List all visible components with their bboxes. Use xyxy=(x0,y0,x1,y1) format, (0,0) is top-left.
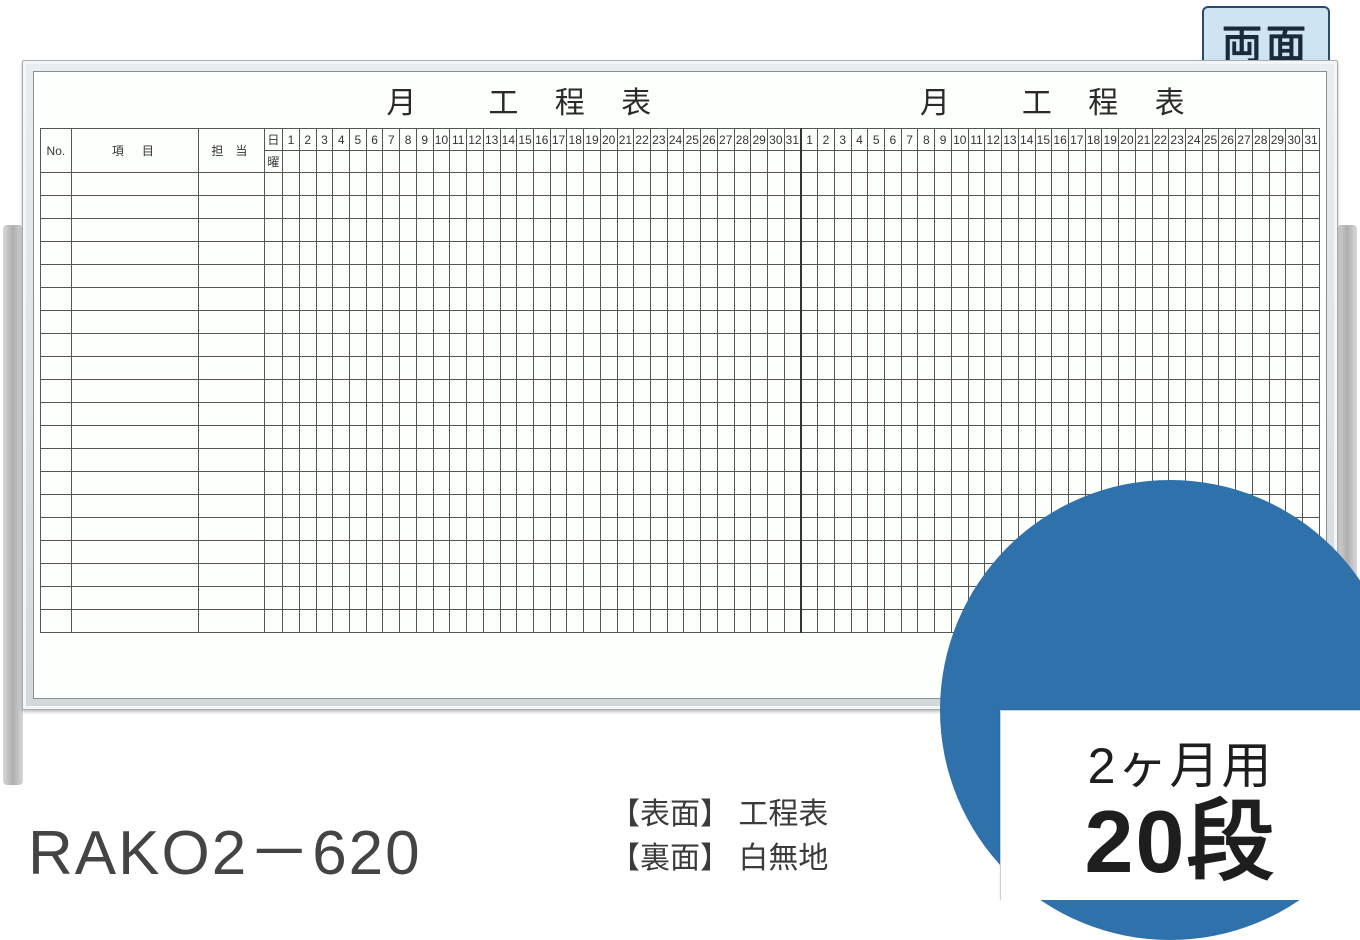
stand-leg-left xyxy=(3,225,23,785)
surface-front-label: 【表面】 xyxy=(610,798,730,831)
day-header: 8 xyxy=(918,129,935,151)
day-header: 1 xyxy=(283,129,300,151)
day-header: 22 xyxy=(1152,129,1169,151)
day-header: 6 xyxy=(366,129,383,151)
day-header: 23 xyxy=(650,129,667,151)
day-header: 19 xyxy=(584,129,601,151)
day-header: 13 xyxy=(1002,129,1019,151)
table-row xyxy=(41,242,1320,265)
day-header: 2 xyxy=(818,129,835,151)
surface-info: 【表面】 工程表 【裏面】 白無地 xyxy=(610,793,828,880)
schedule-label-1: 工 程 表 xyxy=(488,78,665,122)
day-header: 3 xyxy=(316,129,333,151)
surface-front-line: 【表面】 工程表 xyxy=(610,793,828,837)
table-row xyxy=(41,426,1320,449)
table-row xyxy=(41,449,1320,472)
day-header: 22 xyxy=(634,129,651,151)
day-header: 18 xyxy=(567,129,584,151)
month-label-1: 月 xyxy=(386,78,418,122)
day-header: 10 xyxy=(433,129,450,151)
corner-line-1: 2ヶ月用 xyxy=(1088,726,1274,798)
day-header: 3 xyxy=(834,129,851,151)
day-header: 21 xyxy=(617,129,634,151)
schedule-label-2: 工 程 表 xyxy=(1022,78,1199,122)
day-header: 23 xyxy=(1169,129,1186,151)
day-header: 11 xyxy=(450,129,467,151)
day-header: 28 xyxy=(1252,129,1269,151)
board-title-month-1: 月 工 程 表 xyxy=(259,72,793,128)
day-header: 25 xyxy=(684,129,701,151)
day-header: 26 xyxy=(701,129,718,151)
table-row xyxy=(41,357,1320,380)
day-header: 7 xyxy=(901,129,918,151)
table-row xyxy=(41,173,1320,196)
day-header: 15 xyxy=(1035,129,1052,151)
day-header: 31 xyxy=(1303,129,1320,151)
month-label-2: 月 xyxy=(920,78,952,122)
day-header: 27 xyxy=(1236,129,1253,151)
day-header: 29 xyxy=(1269,129,1286,151)
day-header: 25 xyxy=(1202,129,1219,151)
day-header: 16 xyxy=(533,129,550,151)
day-header: 30 xyxy=(768,129,785,151)
day-header: 24 xyxy=(1185,129,1202,151)
day-header: 29 xyxy=(751,129,768,151)
table-row xyxy=(41,196,1320,219)
surface-back-line: 【裏面】 白無地 xyxy=(610,837,828,881)
day-header: 4 xyxy=(333,129,350,151)
board-title-row: 月 工 程 表 月 工 程 表 xyxy=(259,72,1326,128)
corner-panel: 2ヶ月用 20段 xyxy=(1000,710,1360,900)
day-header: 6 xyxy=(885,129,902,151)
day-header: 10 xyxy=(951,129,968,151)
day-header: 20 xyxy=(1119,129,1136,151)
day-header: 17 xyxy=(1068,129,1085,151)
day-header: 30 xyxy=(1286,129,1303,151)
day-header: 27 xyxy=(717,129,734,151)
day-header: 12 xyxy=(985,129,1002,151)
surface-back-label: 【裏面】 xyxy=(610,842,730,875)
day-header: 11 xyxy=(968,129,985,151)
day-header: 31 xyxy=(784,129,801,151)
day-header: 26 xyxy=(1219,129,1236,151)
surface-back-value: 白無地 xyxy=(738,842,828,875)
table-row xyxy=(41,311,1320,334)
day-header: 18 xyxy=(1085,129,1102,151)
surface-front-value: 工程表 xyxy=(738,798,828,831)
day-header: 17 xyxy=(550,129,567,151)
day-header: 19 xyxy=(1102,129,1119,151)
product-code: RAKO2－620 xyxy=(28,802,422,892)
day-header: 2 xyxy=(299,129,316,151)
day-header: 7 xyxy=(383,129,400,151)
table-row xyxy=(41,334,1320,357)
day-header: 5 xyxy=(868,129,885,151)
table-row xyxy=(41,380,1320,403)
table-row xyxy=(41,403,1320,426)
day-header: 21 xyxy=(1135,129,1152,151)
board-title-month-2: 月 工 程 表 xyxy=(793,72,1327,128)
day-header: 9 xyxy=(935,129,952,151)
day-header: 13 xyxy=(483,129,500,151)
table-row xyxy=(41,288,1320,311)
table-row xyxy=(41,265,1320,288)
day-header: 15 xyxy=(517,129,534,151)
day-header: 9 xyxy=(416,129,433,151)
day-header: 5 xyxy=(350,129,367,151)
day-header: 16 xyxy=(1052,129,1069,151)
day-header: 8 xyxy=(400,129,417,151)
table-row xyxy=(41,219,1320,242)
corner-line-2: 20段 xyxy=(1085,798,1277,886)
day-header: 4 xyxy=(851,129,868,151)
day-header: 28 xyxy=(734,129,751,151)
day-header: 20 xyxy=(600,129,617,151)
day-header: 24 xyxy=(667,129,684,151)
day-header: 1 xyxy=(801,129,818,151)
day-header: 14 xyxy=(500,129,517,151)
day-header: 14 xyxy=(1018,129,1035,151)
day-header: 12 xyxy=(467,129,484,151)
